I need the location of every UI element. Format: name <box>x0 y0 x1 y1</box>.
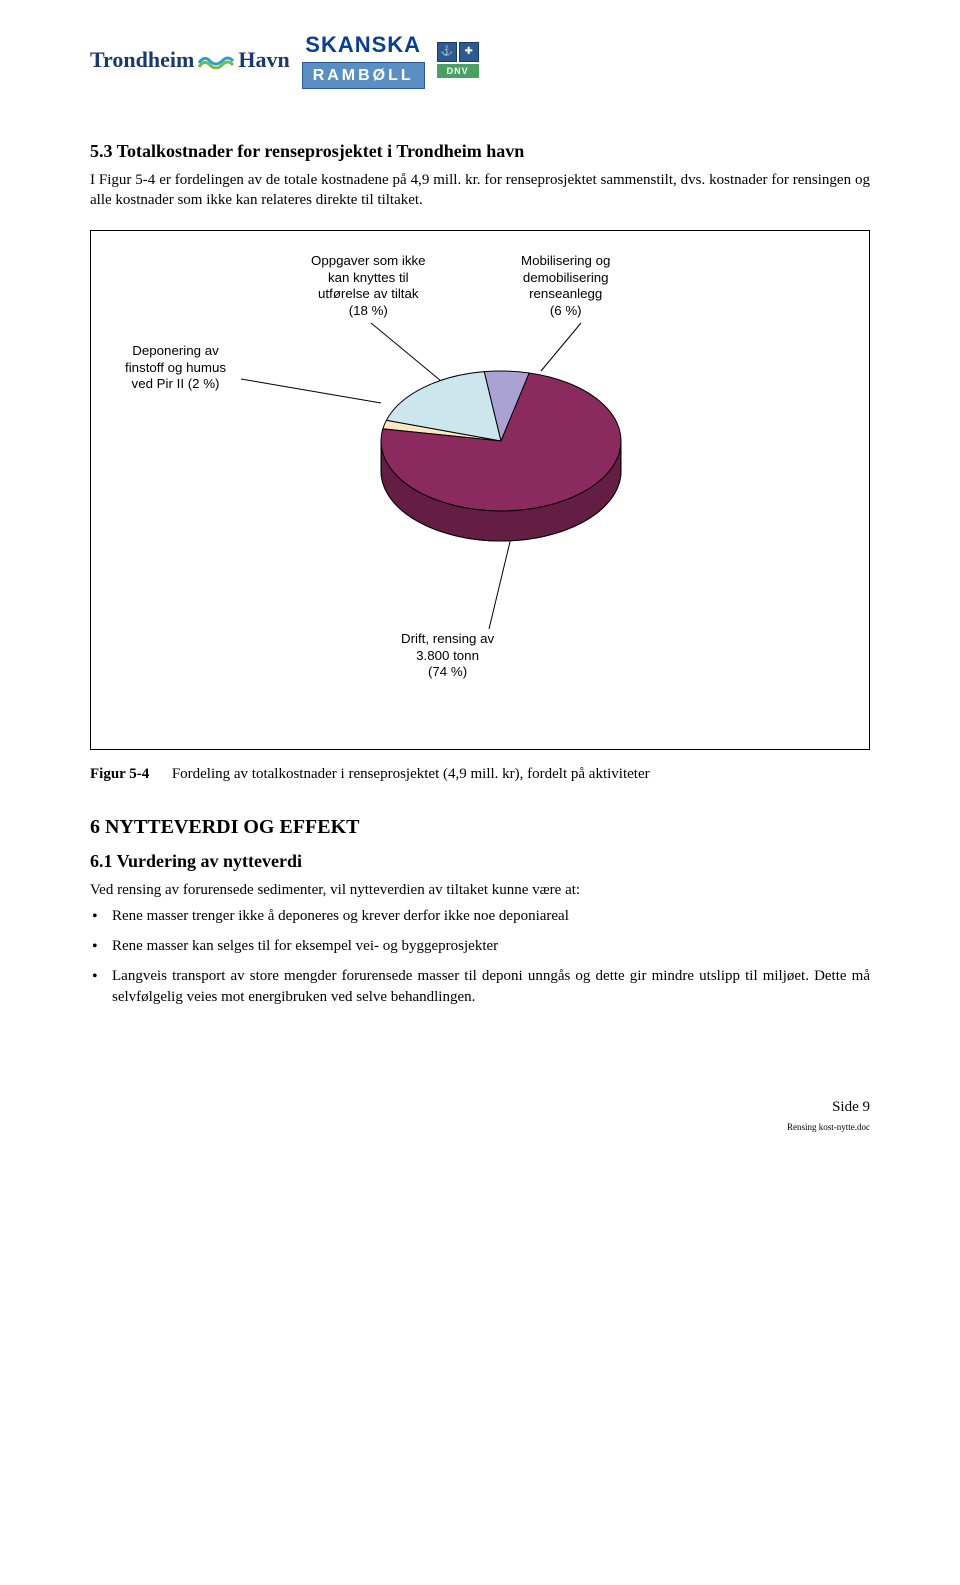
list-item: Langveis transport av store mengder foru… <box>90 966 870 1007</box>
logo-dnv: ⚓ ✚ DNV <box>437 42 479 78</box>
figure-label: Figur 5-4 <box>90 766 149 782</box>
dnv-square-icon: ✚ <box>459 42 479 62</box>
list-item: Rene masser kan selges til for eksempel … <box>90 936 870 956</box>
doc-filename: Rensing kost-nytte.doc <box>90 1121 870 1133</box>
logo-bar: Trondheim Havn SKANSKA RAMBØLL ⚓ ✚ DNV <box>90 30 870 89</box>
logo-skanska-ramboll: SKANSKA RAMBØLL <box>302 30 425 89</box>
bullet-list: Rene masser trenger ikke å deponeres og … <box>90 906 870 1007</box>
section-6-1-intro: Ved rensing av forurensede sedimenter, v… <box>90 880 870 900</box>
logo-havn-text: Havn <box>238 45 289 75</box>
logo-ramboll: RAMBØLL <box>302 62 425 90</box>
figure-caption-text: Fordeling av totalkostnader i renseprosj… <box>172 766 650 782</box>
logo-skanska: SKANSKA <box>305 30 421 60</box>
pie-callout-deponering: Deponering avfinstoff og humusved Pir II… <box>125 343 226 393</box>
section-6-1-heading: 6.1 Vurdering av nytteverdi <box>90 849 870 873</box>
list-item: Rene masser trenger ikke å deponeres og … <box>90 906 870 926</box>
logo-trondheim-text: Trondheim <box>90 45 194 75</box>
logo-dnv-text: DNV <box>437 64 479 78</box>
pie-callout-mobilisering: Mobilisering ogdemobiliseringrenseanlegg… <box>521 253 610 319</box>
dnv-square-icon: ⚓ <box>437 42 457 62</box>
pie-callout-drift: Drift, rensing av3.800 tonn(74 %) <box>401 631 494 681</box>
wave-icon <box>198 51 234 69</box>
figure-caption: Figur 5-4 Fordeling av totalkostnader i … <box>90 764 870 784</box>
logo-trondheim-havn: Trondheim Havn <box>90 45 290 75</box>
section-5-3-heading: 5.3 Totalkostnader for renseprosjektet i… <box>90 139 870 163</box>
pie-svg <box>371 361 631 551</box>
page-number: Side 9 <box>90 1097 870 1117</box>
section-6-heading: 6 NYTTEVERDI OG EFFEKT <box>90 814 870 841</box>
section-5-3-paragraph: I Figur 5-4 er fordelingen av de totale … <box>90 170 870 211</box>
pie-chart <box>371 361 631 551</box>
pie-chart-figure: Deponering avfinstoff og humusved Pir II… <box>90 230 870 750</box>
pie-callout-oppgaver: Oppgaver som ikkekan knyttes tilutførels… <box>311 253 426 319</box>
